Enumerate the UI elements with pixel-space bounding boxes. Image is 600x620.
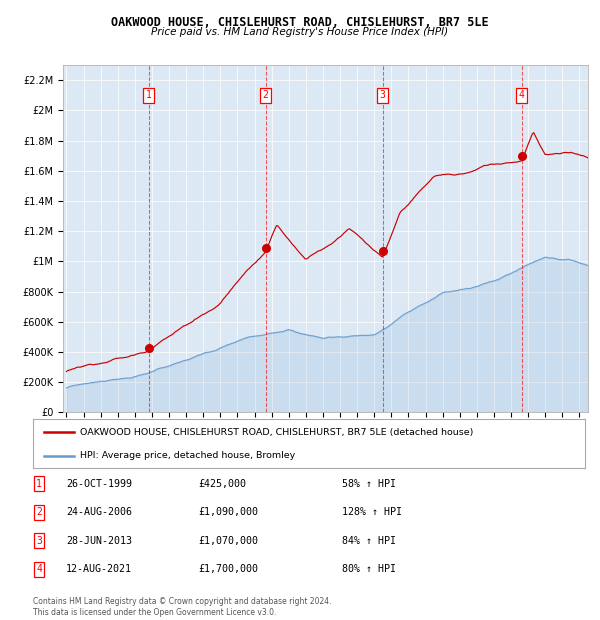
- Text: £1,700,000: £1,700,000: [198, 564, 258, 574]
- Text: 4: 4: [36, 564, 42, 574]
- Text: 1: 1: [146, 91, 152, 100]
- Text: OAKWOOD HOUSE, CHISLEHURST ROAD, CHISLEHURST, BR7 5LE (detached house): OAKWOOD HOUSE, CHISLEHURST ROAD, CHISLEH…: [80, 428, 473, 437]
- Text: £425,000: £425,000: [198, 479, 246, 489]
- Text: HPI: Average price, detached house, Bromley: HPI: Average price, detached house, Brom…: [80, 451, 295, 460]
- Text: 3: 3: [380, 91, 386, 100]
- Text: 12-AUG-2021: 12-AUG-2021: [66, 564, 132, 574]
- Text: 26-OCT-1999: 26-OCT-1999: [66, 479, 132, 489]
- Text: 58% ↑ HPI: 58% ↑ HPI: [342, 479, 396, 489]
- Text: Price paid vs. HM Land Registry's House Price Index (HPI): Price paid vs. HM Land Registry's House …: [151, 27, 449, 37]
- Text: 84% ↑ HPI: 84% ↑ HPI: [342, 536, 396, 546]
- Text: OAKWOOD HOUSE, CHISLEHURST ROAD, CHISLEHURST, BR7 5LE: OAKWOOD HOUSE, CHISLEHURST ROAD, CHISLEH…: [111, 16, 489, 29]
- Text: 128% ↑ HPI: 128% ↑ HPI: [342, 507, 402, 517]
- Text: 24-AUG-2006: 24-AUG-2006: [66, 507, 132, 517]
- Text: Contains HM Land Registry data © Crown copyright and database right 2024.
This d: Contains HM Land Registry data © Crown c…: [33, 598, 331, 617]
- Text: £1,070,000: £1,070,000: [198, 536, 258, 546]
- Text: 3: 3: [36, 536, 42, 546]
- Text: 1: 1: [36, 479, 42, 489]
- Text: £1,090,000: £1,090,000: [198, 507, 258, 517]
- Text: 2: 2: [263, 91, 269, 100]
- Text: 28-JUN-2013: 28-JUN-2013: [66, 536, 132, 546]
- Text: 4: 4: [519, 91, 524, 100]
- Text: 2: 2: [36, 507, 42, 517]
- Text: 80% ↑ HPI: 80% ↑ HPI: [342, 564, 396, 574]
